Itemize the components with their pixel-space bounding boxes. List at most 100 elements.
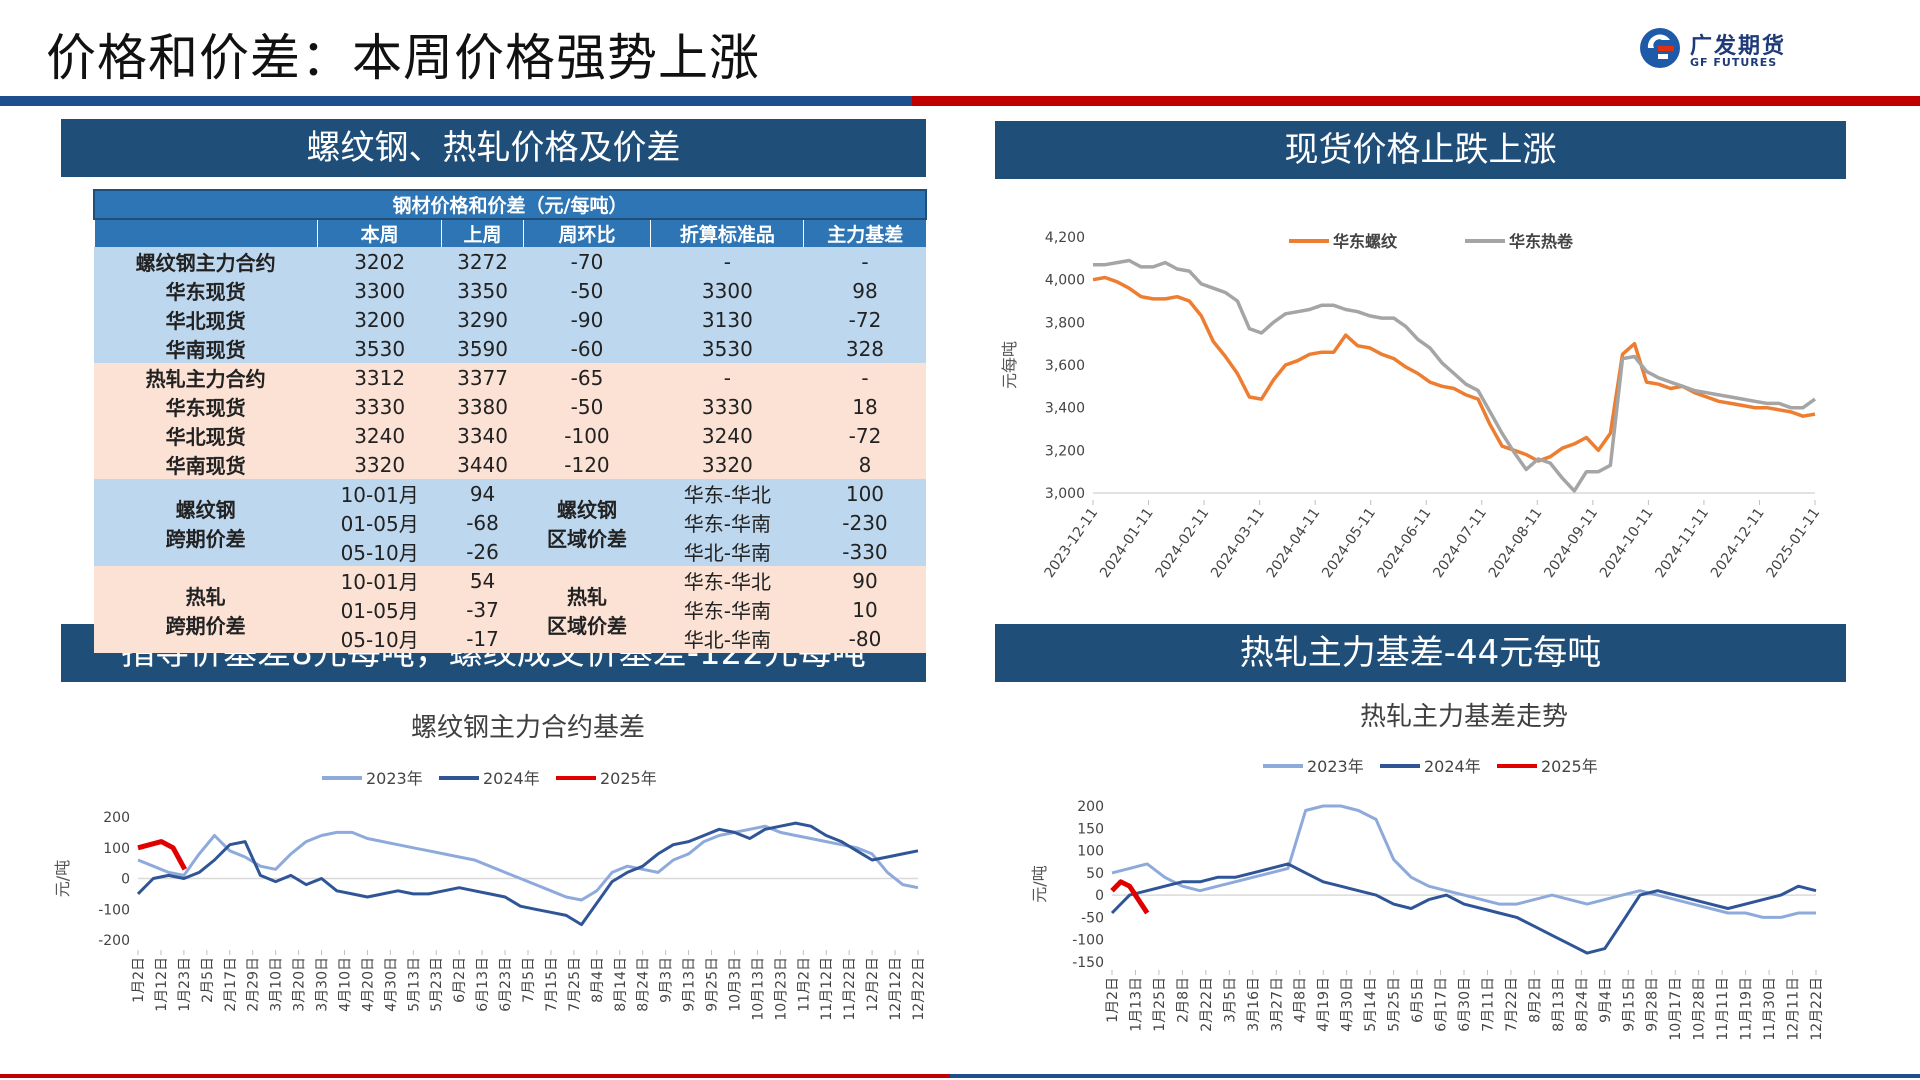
x-tick-label: 12月11日 bbox=[1786, 977, 1802, 1041]
y-axis-label: 元每吨 bbox=[1000, 341, 1019, 389]
spread-row: 05-10月 -26 华北-华南 -330 bbox=[94, 537, 926, 566]
series-line bbox=[137, 839, 187, 871]
row-label: 华东现货 bbox=[94, 392, 318, 421]
table-row: 华东现货 3300 3350 -50 3300 98 bbox=[94, 276, 926, 305]
x-tick-label: 2024-08-11 bbox=[1486, 505, 1546, 581]
x-tick-label: 3月5日 bbox=[1222, 977, 1238, 1023]
row-label: 螺纹钢主力合约 bbox=[94, 247, 318, 276]
x-tick-label: 3月30日 bbox=[315, 957, 331, 1012]
x-tick-label: 2月5日 bbox=[200, 957, 216, 1003]
spread-period-label: 热轧 跨期价差 bbox=[94, 566, 318, 653]
legend-label: 2025年 bbox=[1541, 757, 1598, 776]
table-row: 华南现货 3530 3590 -60 3530 328 bbox=[94, 334, 926, 363]
table-cell: - bbox=[803, 363, 926, 392]
x-tick-label: 8月24日 bbox=[636, 957, 652, 1012]
y-tick-label: 0 bbox=[121, 872, 130, 888]
y-tick-label: 3,200 bbox=[1045, 443, 1085, 459]
region-pair: 华东-华南 bbox=[650, 508, 804, 537]
legend-label: 2024年 bbox=[1424, 757, 1481, 776]
y-tick-label: 3,000 bbox=[1045, 486, 1085, 502]
panel-title-table: 螺纹钢、热轧价格及价差 bbox=[61, 119, 926, 177]
table-cell: -50 bbox=[523, 392, 651, 421]
x-tick-label: 6月30日 bbox=[1457, 977, 1473, 1032]
logo-en-text: GF FUTURES bbox=[1690, 56, 1778, 69]
x-tick-label: 11月22日 bbox=[842, 957, 858, 1021]
table-cell: 3320 bbox=[650, 450, 804, 479]
region-pair: 华东-华北 bbox=[650, 479, 804, 508]
series-line bbox=[136, 821, 919, 927]
row-label: 华北现货 bbox=[94, 421, 318, 450]
x-tick-label: 11月2日 bbox=[796, 957, 812, 1012]
spread-row: 螺纹钢 跨期价差 10-01月 94 螺纹钢 区域价差 华东-华北 100 bbox=[94, 479, 926, 566]
x-tick-label: 1月23日 bbox=[177, 957, 193, 1012]
x-tick-label: 12月12日 bbox=[888, 957, 904, 1021]
spread-label-line: 螺纹钢 bbox=[175, 497, 236, 522]
y-tick-label: 150 bbox=[1077, 821, 1104, 837]
y-tick-label: 4,000 bbox=[1045, 273, 1085, 289]
panel-title-hrc-basis: 热轧主力基差-44元每吨 bbox=[995, 624, 1846, 682]
x-tick-label: 9月15日 bbox=[1621, 977, 1637, 1032]
x-tick-label: 12月2日 bbox=[865, 957, 881, 1012]
x-tick-label: 8月24日 bbox=[1574, 977, 1590, 1032]
x-tick-label: 9月28日 bbox=[1645, 977, 1661, 1032]
table-cell: 3300 bbox=[650, 276, 804, 305]
spread-period: 05-10月 bbox=[317, 537, 442, 566]
spread-value: -68 bbox=[441, 508, 524, 537]
y-tick-label: 100 bbox=[103, 841, 130, 857]
y-tick-label: 100 bbox=[1077, 844, 1104, 860]
table-cell: 3272 bbox=[441, 247, 524, 276]
x-tick-label: 2024-05-11 bbox=[1319, 505, 1379, 581]
series-line bbox=[1092, 275, 1816, 463]
row-label: 华北现货 bbox=[94, 305, 318, 334]
x-tick-label: 4月30日 bbox=[383, 957, 399, 1012]
footer-band-red bbox=[0, 1074, 950, 1078]
region-diff: -330 bbox=[803, 537, 926, 566]
header-band-red bbox=[912, 96, 1920, 106]
table-row: 华东现货 3330 3380 -50 3330 18 bbox=[94, 392, 926, 421]
x-tick-label: 8月13日 bbox=[1551, 977, 1567, 1032]
x-tick-label: 2024-11-11 bbox=[1652, 505, 1712, 581]
y-tick-label: 50 bbox=[1086, 866, 1104, 882]
x-tick-label: 9月3日 bbox=[659, 957, 675, 1003]
table-cell: 3330 bbox=[650, 392, 804, 421]
spread-label-line: 热轧 bbox=[185, 584, 226, 609]
region-label-line: 区域价差 bbox=[546, 613, 627, 638]
table-cell: 3377 bbox=[441, 363, 524, 392]
series-line bbox=[1093, 258, 1817, 493]
row-label: 华南现货 bbox=[94, 334, 318, 363]
y-tick-label: -200 bbox=[98, 933, 130, 949]
x-tick-label: 4月30日 bbox=[1340, 977, 1356, 1032]
spread-value: -17 bbox=[441, 624, 524, 653]
y-tick-label: 4,200 bbox=[1045, 230, 1085, 246]
table-cell: 3300 bbox=[317, 276, 442, 305]
table-cell: - bbox=[650, 363, 804, 392]
x-tick-label: 10月23日 bbox=[773, 957, 789, 1021]
page-title: 价格和价差：本周价格强势上涨 bbox=[46, 29, 760, 87]
logo-cn-text: 广发期货 bbox=[1690, 34, 1787, 59]
x-tick-label: 4月10日 bbox=[337, 957, 353, 1012]
region-pair: 华北-华南 bbox=[650, 624, 804, 653]
legend-label: 华东热卷 bbox=[1509, 232, 1574, 251]
x-tick-label: 7月15日 bbox=[544, 957, 560, 1012]
x-tick-label: 2024-09-11 bbox=[1541, 505, 1601, 581]
x-tick-label: 5月13日 bbox=[406, 957, 422, 1012]
x-tick-label: 2024-03-11 bbox=[1208, 505, 1268, 581]
region-diff: -80 bbox=[803, 624, 926, 653]
x-tick-label: 1月13日 bbox=[1128, 977, 1144, 1032]
table-cell: 3440 bbox=[441, 450, 524, 479]
table-cell: -90 bbox=[523, 305, 651, 334]
table-caption-row: 钢材价格和价差（元/每吨） bbox=[93, 189, 927, 220]
table-cell: 98 bbox=[803, 276, 926, 305]
y-tick-label: 0 bbox=[1095, 888, 1104, 904]
x-tick-label: 4月19日 bbox=[1316, 977, 1332, 1032]
region-diff: 100 bbox=[803, 479, 926, 508]
table-header-cell: 本周 bbox=[316, 219, 442, 247]
x-tick-label: 3月20日 bbox=[292, 957, 308, 1012]
spread-value: 94 bbox=[441, 479, 524, 508]
spread-value: -26 bbox=[441, 537, 524, 566]
table-cell: 3380 bbox=[441, 392, 524, 421]
region-label-line: 螺纹钢 bbox=[556, 497, 617, 522]
x-tick-label: 2024-10-11 bbox=[1597, 505, 1657, 581]
x-tick-label: 7月5日 bbox=[521, 957, 537, 1003]
